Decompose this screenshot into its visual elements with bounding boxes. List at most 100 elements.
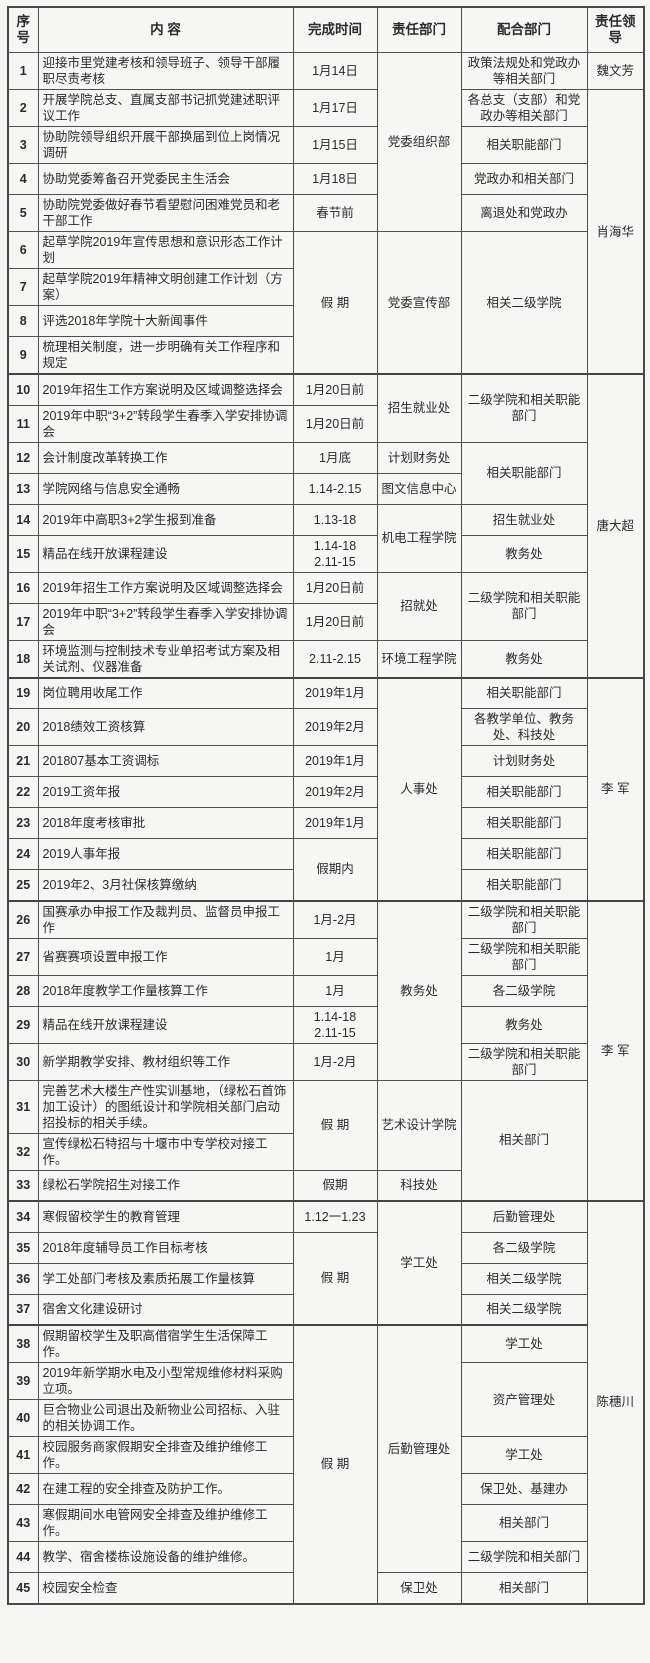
table-row: 16 2019年招生工作方案说明及区域调整选择会 1月20日前 招就处 二级学院和相关职… xyxy=(7,571,644,641)
row-number-cell: 17 xyxy=(7,602,39,641)
content-cell: 起草学院2019年精神文明创建工作计划（方案） xyxy=(37,268,294,306)
row-number-cell: 28 xyxy=(7,974,39,1007)
time-cell: 1月14日 xyxy=(292,52,378,90)
dept-cell: 学工处 xyxy=(376,1200,462,1326)
row-number-cell: 14 xyxy=(7,503,39,536)
table-row: 15 精品在线开放课程建设 1.14-18 2.11-15 教务处 xyxy=(7,534,644,573)
content-cell: 教学、宿舍楼栋设施设备的维护维修。 xyxy=(37,1541,294,1573)
table-row: 20 2018绩效工资核算 2019年2月 各教学单位、教务处、科技处 xyxy=(7,708,644,746)
row-number-cell: 31 xyxy=(7,1079,39,1134)
support-cell: 后勤管理处 xyxy=(460,1200,588,1233)
col-header-content: 内 容 xyxy=(37,6,294,53)
work-plan-table: 序号 内 容 完成时间 责任部门 配合部门 责任领导 1 迎接市里党建考核和领导班… xyxy=(7,6,645,1605)
table-row: 43 寒假期间水电管网安全排查及维护维修工作。 相关部门 xyxy=(7,1504,644,1542)
col-header-dept: 责任部门 xyxy=(376,6,462,53)
support-cell: 教务处 xyxy=(460,1005,588,1044)
table-row: 29 精品在线开放课程建设 1.14-18 2.11-15 教务处 xyxy=(7,1005,644,1044)
content-cell: 2019年招生工作方案说明及区域调整选择会 xyxy=(37,571,294,604)
row-number-cell: 39 xyxy=(7,1362,39,1400)
table-row: 24 2019人事年报 假期内 相关职能部门 xyxy=(7,838,644,901)
row-number-cell: 23 xyxy=(7,807,39,839)
leader-cell: 魏文芳 xyxy=(586,52,645,90)
dept-cell: 环境工程学院 xyxy=(376,639,462,678)
table-row: 35 2018年度辅导员工作目标考核假 期 各二级学院 xyxy=(7,1231,644,1326)
support-cell: 相关职能部门 xyxy=(460,776,588,808)
time-cell: 假期内 xyxy=(292,838,378,901)
content-cell: 省赛赛项设置申报工作 xyxy=(37,937,294,976)
table-row: 45 校园安全检查 保卫处 相关部门 xyxy=(7,1572,644,1604)
leader-cell: 肖海华 xyxy=(586,89,645,375)
table-row: 1 迎接市里党建考核和领导班子、领导干部履职尽责考核 1月14日 党委组织部 政策法规处… xyxy=(7,52,645,232)
row-number-cell: 18 xyxy=(7,639,39,678)
time-cell: 2019年1月 xyxy=(292,745,378,777)
support-cell: 各总支（支部）和党政办等相关部门 xyxy=(460,89,588,127)
time-cell: 1月15日 xyxy=(292,126,378,164)
support-cell: 相关部门 xyxy=(460,1504,588,1542)
dept-cell: 后勤管理处 xyxy=(376,1324,462,1573)
table-row: 25 2019年2、3月社保核算缴纳 相关职能部门 xyxy=(7,869,644,901)
col-header-time: 完成时间 xyxy=(292,6,378,53)
table-row: 19 岗位聘用收尾工作 2019年1月 人事处 相关职能部门李 军 xyxy=(7,676,645,901)
support-cell: 计划财务处 xyxy=(460,745,588,777)
col-header-number: 序号 xyxy=(7,6,39,53)
leader-cell: 唐大超 xyxy=(586,373,645,678)
time-cell: 假 期 xyxy=(292,231,378,375)
content-cell: 岗位聘用收尾工作 xyxy=(37,676,294,709)
time-cell: 1月18日 xyxy=(292,163,378,195)
support-cell: 相关职能部门 xyxy=(460,869,588,901)
content-cell: 2019年招生工作方案说明及区域调整选择会 xyxy=(37,373,294,406)
row-number-cell: 34 xyxy=(7,1200,39,1233)
time-cell: 1.12一1.23 xyxy=(292,1200,378,1233)
table-row: 6 起草学院2019年宣传思想和意识形态工作计划假 期党委宣传部 相关二级学院 xyxy=(7,231,644,375)
row-number-cell: 3 xyxy=(7,126,39,164)
support-cell: 学工处 xyxy=(460,1324,588,1363)
time-cell: 1月20日前 xyxy=(292,602,378,641)
content-cell: 校园服务商家假期安全排查及维护维修工作。 xyxy=(37,1436,294,1474)
content-cell: 寒假期间水电管网安全排查及维护维修工作。 xyxy=(37,1504,294,1542)
table-row: 5 协助院党委做好春节看望慰问困难党员和老干部工作 春节前 离退处和党政办 xyxy=(7,194,644,232)
row-number-cell: 8 xyxy=(7,305,39,337)
content-cell: 巨合物业公司退出及新物业公司招标、入驻的相关协调工作。 xyxy=(37,1399,294,1437)
row-number-cell: 35 xyxy=(7,1231,39,1264)
time-cell: 1月17日 xyxy=(292,89,378,127)
col-header-support: 配合部门 xyxy=(460,6,588,53)
content-cell: 2019年中职“3+2”转段学生春季入学安排协调会 xyxy=(37,602,294,641)
content-cell: 新学期教学安排、教材组织等工作 xyxy=(37,1042,294,1081)
table-row: 4 协助党委筹备召开党委民主生活会 1月18日 党政办和相关部门 xyxy=(7,163,644,195)
row-number-cell: 13 xyxy=(7,472,39,505)
table-body: 1 迎接市里党建考核和领导班子、领导干部履职尽责考核 1月14日 党委组织部 政策法规处… xyxy=(7,52,645,1604)
support-cell: 二级学院和相关职能部门 xyxy=(460,899,588,939)
row-number-cell: 32 xyxy=(7,1132,39,1171)
time-cell: 假 期 xyxy=(292,1231,378,1326)
table-row: 13 学院网络与信息安全通畅 1.14-2.15 图文信息中心 xyxy=(7,472,644,505)
support-cell: 相关职能部门 xyxy=(460,807,588,839)
support-cell: 相关职能部门 xyxy=(460,676,588,709)
time-cell: 1月-2月 xyxy=(292,899,378,939)
content-cell: 在建工程的安全排查及防护工作。 xyxy=(37,1473,294,1505)
dept-cell: 保卫处 xyxy=(376,1572,462,1604)
content-cell: 绿松石学院招生对接工作 xyxy=(37,1169,294,1202)
table-row: 8 评选2018年学院十大新闻事件 xyxy=(7,305,644,337)
time-cell: 1.14-18 2.11-15 xyxy=(292,1005,378,1044)
content-cell: 迎接市里党建考核和领导班子、领导干部履职尽责考核 xyxy=(37,52,294,90)
row-number-cell: 21 xyxy=(7,745,39,777)
table-row: 10 2019年招生工作方案说明及区域调整选择会 1月20日前 招生就业处 二级学院和相… xyxy=(7,373,645,678)
table-row: 38 假期留校学生及职高借宿学生生活保障工作。假 期后勤管理处 学工处 xyxy=(7,1324,644,1604)
time-cell: 1月-2月 xyxy=(292,1042,378,1081)
table-row: 37 宿舍文化建设研讨 相关二级学院 xyxy=(7,1293,644,1326)
dept-cell: 科技处 xyxy=(376,1169,462,1202)
time-cell: 春节前 xyxy=(292,194,378,232)
content-cell: 国赛承办申报工作及裁判员、监督员申报工作 xyxy=(37,899,294,939)
row-number-cell: 22 xyxy=(7,776,39,808)
row-number-cell: 38 xyxy=(7,1324,39,1363)
row-number-cell: 5 xyxy=(7,194,39,232)
support-cell: 相关部门 xyxy=(460,1572,588,1604)
time-cell: 1月20日前 xyxy=(292,404,378,443)
row-number-cell: 20 xyxy=(7,708,39,746)
support-cell: 教务处 xyxy=(460,639,588,678)
table-row: 17 2019年中职“3+2”转段学生春季入学安排协调会 1月20日前 xyxy=(7,602,644,641)
time-cell: 1月20日前 xyxy=(292,571,378,604)
content-cell: 梳理相关制度，进一步明确有关工作程序和规定 xyxy=(37,336,294,375)
dept-cell: 机电工程学院 xyxy=(376,503,462,573)
table-row: 18 环境监测与控制技术专业单招考试方案及相关试剂、仪器准备 2.11-2.15 环境… xyxy=(7,639,644,678)
